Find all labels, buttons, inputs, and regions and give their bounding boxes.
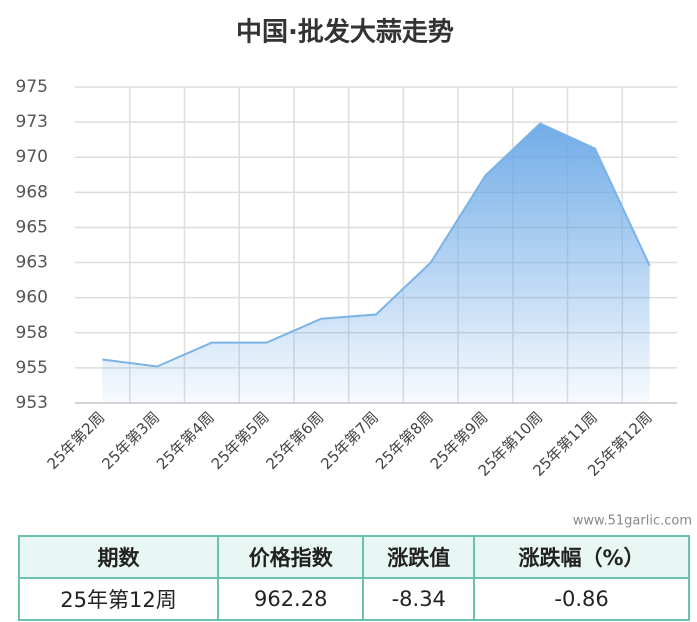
x-tick-label: 25年第3周 — [98, 408, 163, 473]
y-tick-label: 963 — [16, 253, 48, 273]
x-tick-label: 25年第2周 — [44, 408, 109, 473]
header-cell: 涨跌值 — [362, 535, 476, 579]
watermark: www.51garlic.com — [573, 514, 692, 529]
y-tick-label: 975 — [16, 77, 48, 97]
header-cell: 涨跌幅（%） — [473, 535, 690, 579]
chart: 中国·批发大蒜走势 www.51garlic.com 953 955 958 960 9… — [16, 17, 692, 529]
table-row: 25年第12周 962.28 -8.34 -0.86 — [17, 577, 690, 621]
cell: -8.34 — [362, 577, 476, 621]
y-tick-label: 970 — [16, 147, 48, 167]
x-tick-label: 25年第4周 — [153, 408, 218, 473]
x-tick-label: 25年第5周 — [208, 408, 273, 473]
header-cell: 期数 — [17, 535, 220, 579]
y-tick-label: 965 — [16, 217, 48, 237]
cell: 25年第12周 — [17, 577, 220, 621]
area-fill — [102, 123, 650, 403]
summary-table: 期数 价格指数 涨跌值 涨跌幅（%） 25年第12周 962.28 -8.34 … — [17, 535, 690, 621]
y-tick-label: 955 — [16, 358, 48, 378]
y-tick-label: 960 — [16, 288, 48, 308]
cell: 962.28 — [217, 577, 365, 621]
x-tick-label: 25年第6周 — [262, 408, 327, 473]
x-tick-label: 25年第7周 — [317, 408, 382, 473]
table-header: 期数 价格指数 涨跌值 涨跌幅（%） — [17, 535, 690, 579]
line — [102, 122, 651, 368]
y-tick-label: 958 — [16, 323, 48, 343]
chart-title: 中国·批发大蒜走势 — [236, 17, 454, 48]
y-tick-label: 973 — [16, 112, 48, 132]
y-tick-label: 953 — [16, 393, 48, 413]
y-tick-label: 968 — [16, 182, 48, 202]
x-tick-label: 25年第8周 — [372, 408, 437, 473]
cell: -0.86 — [473, 577, 690, 621]
header-cell: 价格指数 — [217, 535, 365, 579]
